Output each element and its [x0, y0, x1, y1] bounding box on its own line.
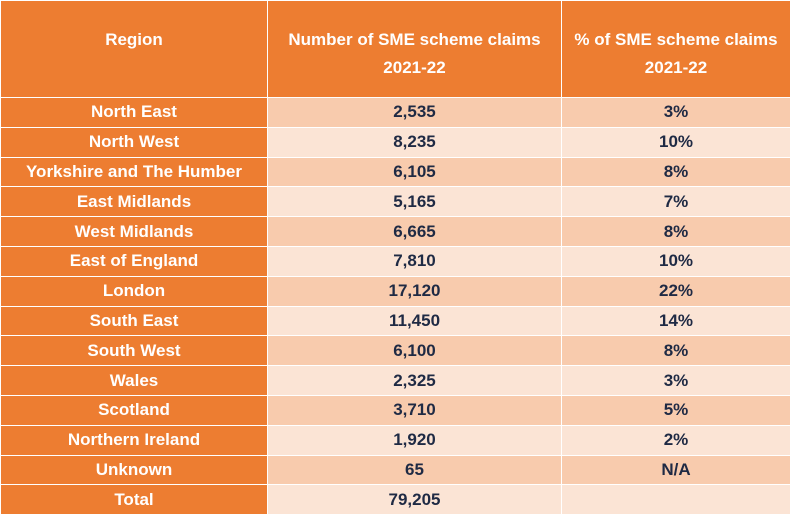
region-cell: Total	[1, 485, 268, 515]
value-cell: 2%	[562, 425, 790, 455]
value-cell: 3,710	[268, 395, 562, 425]
region-cell: North East	[1, 98, 268, 128]
region-cell: London	[1, 276, 268, 306]
value-cell: 8,235	[268, 127, 562, 157]
value-cell: 79,205	[268, 485, 562, 515]
region-cell: East Midlands	[1, 187, 268, 217]
value-cell: 5%	[562, 395, 790, 425]
value-cell: 8%	[562, 217, 790, 247]
value-cell: 7,810	[268, 246, 562, 276]
value-cell: 2,325	[268, 366, 562, 396]
value-cell: N/A	[562, 455, 790, 485]
region-cell: Northern Ireland	[1, 425, 268, 455]
value-cell: 8%	[562, 157, 790, 187]
value-cell: 8%	[562, 336, 790, 366]
region-cell: Wales	[1, 366, 268, 396]
value-cell: 17,120	[268, 276, 562, 306]
region-cell: Unknown	[1, 455, 268, 485]
column-header: Region	[1, 1, 268, 98]
value-cell: 10%	[562, 127, 790, 157]
region-cell: Yorkshire and The Humber	[1, 157, 268, 187]
value-cell: 6,665	[268, 217, 562, 247]
region-cell: West Midlands	[1, 217, 268, 247]
region-cell: East of England	[1, 246, 268, 276]
value-cell: 3%	[562, 366, 790, 396]
value-cell: 6,100	[268, 336, 562, 366]
region-cell: Scotland	[1, 395, 268, 425]
value-cell: 2,535	[268, 98, 562, 128]
value-cell: 22%	[562, 276, 790, 306]
column-header: Number of SME scheme claims 2021-22	[268, 1, 562, 98]
value-cell: 14%	[562, 306, 790, 336]
value-cell	[562, 485, 790, 515]
value-cell: 65	[268, 455, 562, 485]
value-cell: 5,165	[268, 187, 562, 217]
value-cell: 6,105	[268, 157, 562, 187]
value-cell: 11,450	[268, 306, 562, 336]
value-cell: 10%	[562, 246, 790, 276]
region-cell: North West	[1, 127, 268, 157]
region-cell: South East	[1, 306, 268, 336]
value-cell: 7%	[562, 187, 790, 217]
column-header: % of SME scheme claims 2021-22	[562, 1, 790, 98]
value-cell: 3%	[562, 98, 790, 128]
region-cell: South West	[1, 336, 268, 366]
value-cell: 1,920	[268, 425, 562, 455]
